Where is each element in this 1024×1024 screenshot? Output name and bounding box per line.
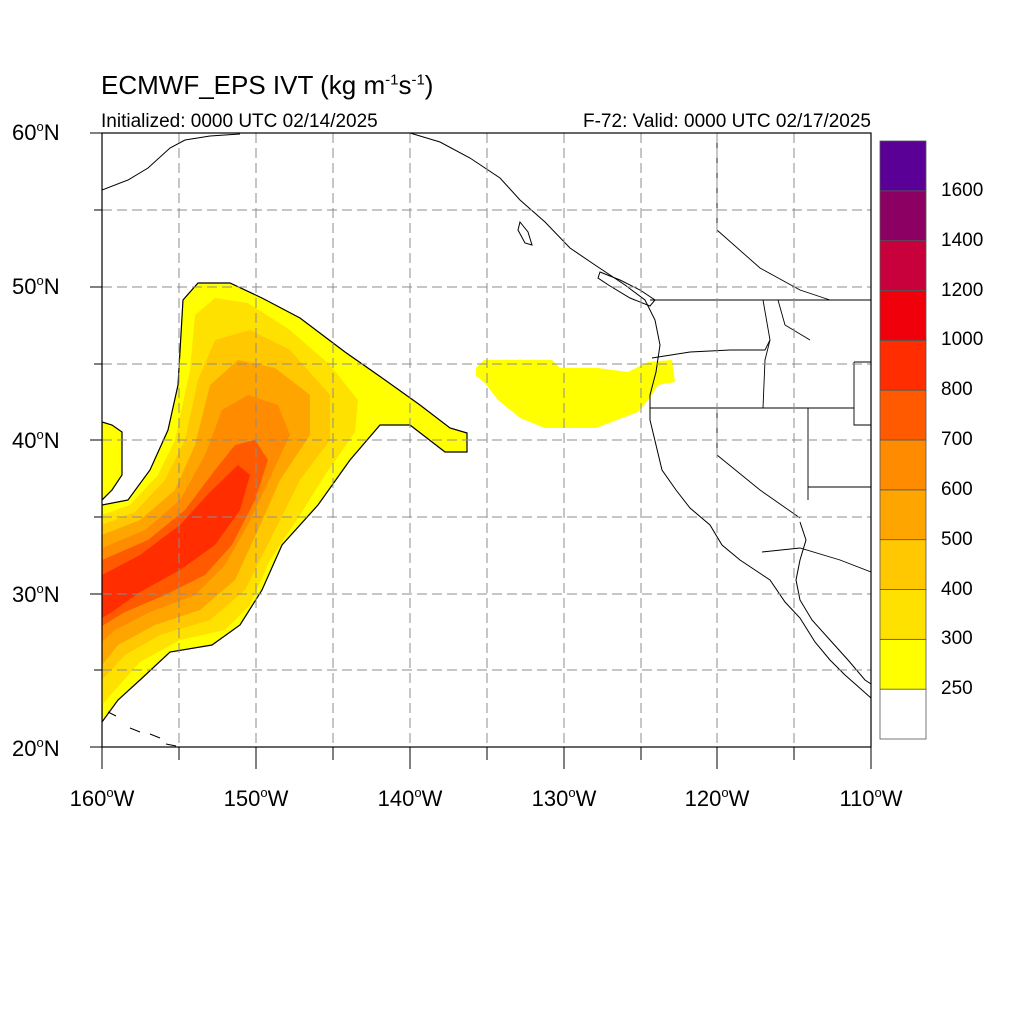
colorbar-tick-label: 500: [941, 528, 973, 550]
colorbar-swatch: [879, 389, 927, 441]
haida-gwaii: [517, 220, 533, 246]
tick-marks: [90, 132, 872, 769]
graticule: [102, 133, 871, 747]
colorbar-tick-label: 1000: [941, 329, 984, 351]
colorbar-swatch: [879, 439, 927, 491]
lat-label-40n: 40oN: [12, 427, 60, 453]
map-title: ECMWF_EPS IVT (kg m-1s-1): [101, 70, 434, 100]
colorbar-tick-label: 1600: [941, 179, 984, 201]
colorbar-swatch: [879, 290, 927, 341]
washington-oregon-border: [651, 339, 771, 359]
colorbar: [879, 140, 927, 740]
init-time-label: Initialized: 0000 UTC 02/14/2025: [101, 111, 378, 132]
colorbar-tick-label: 600: [941, 478, 973, 500]
colorbar-swatch: [879, 190, 927, 242]
colorbar-swatch: [879, 240, 927, 291]
alaska-coast: [102, 133, 241, 191]
colorbar-tick-label: 300: [941, 628, 973, 650]
colorbar-swatch: [879, 140, 927, 192]
colorbar-swatch: [879, 638, 927, 690]
lon-label-150w: 150oW: [223, 785, 289, 811]
colorbar-tick-label: 400: [941, 578, 973, 600]
baja-gulf-coast: [795, 521, 871, 685]
wyoming-border: [853, 361, 871, 426]
colorbar-swatch: [879, 688, 927, 740]
colorbar-tick-label: 250: [941, 678, 973, 700]
lat-label-30n: 30oN: [12, 581, 60, 607]
montana-idaho-border: [777, 299, 811, 341]
ivt-contour-800: [102, 465, 250, 618]
california-nevada-border: [716, 408, 801, 519]
lat-label-60n: 60oN: [12, 119, 60, 145]
colorbar-tick-label: 800: [941, 379, 973, 401]
valid-time-label: F-72: Valid: 0000 UTC 02/17/2025: [583, 111, 871, 132]
ivt-contour-250-coastal: [476, 360, 675, 428]
colorbar-swatch: [879, 489, 927, 541]
lat-label-20n: 20oN: [12, 735, 60, 761]
colorbar-tick-label: 700: [941, 429, 973, 450]
lon-label-120w: 120oW: [684, 785, 750, 811]
lon-label-110w: 110oW: [839, 785, 903, 811]
lon-label-140w: 140oW: [377, 785, 443, 811]
colorbar-swatch: [879, 539, 927, 590]
colorbar-swatch: [879, 339, 927, 391]
north-american-coast: [409, 133, 871, 699]
ivt-contour-250-west: [102, 421, 123, 501]
colorbar-tick-label: 1400: [941, 229, 984, 251]
lon-label-130w: 130oW: [531, 785, 597, 811]
ivt-field: [102, 282, 675, 724]
colorbar-swatch: [879, 589, 927, 640]
us-mexico-border: [761, 547, 871, 573]
lat-label-50n: 50oN: [12, 273, 60, 299]
lon-label-160w: 160oW: [69, 785, 135, 811]
colorbar-tick-label: 1200: [941, 279, 984, 301]
bc-alberta-border: [716, 133, 831, 301]
hawaii-islands: [107, 711, 177, 747]
idaho-west-border: [762, 299, 771, 409]
borders: [650, 133, 871, 573]
vancouver-island: [597, 271, 656, 307]
